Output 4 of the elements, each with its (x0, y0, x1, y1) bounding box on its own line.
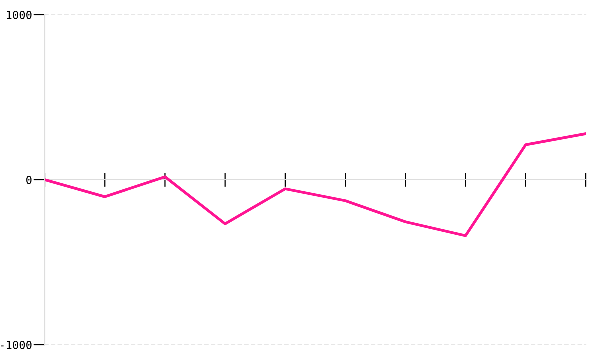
y-tick-label: -1000 (0, 340, 32, 350)
y-tick-label: 0 (26, 176, 32, 184)
line-series (45, 132, 586, 238)
y-tick-label: 1000 (7, 10, 32, 20)
